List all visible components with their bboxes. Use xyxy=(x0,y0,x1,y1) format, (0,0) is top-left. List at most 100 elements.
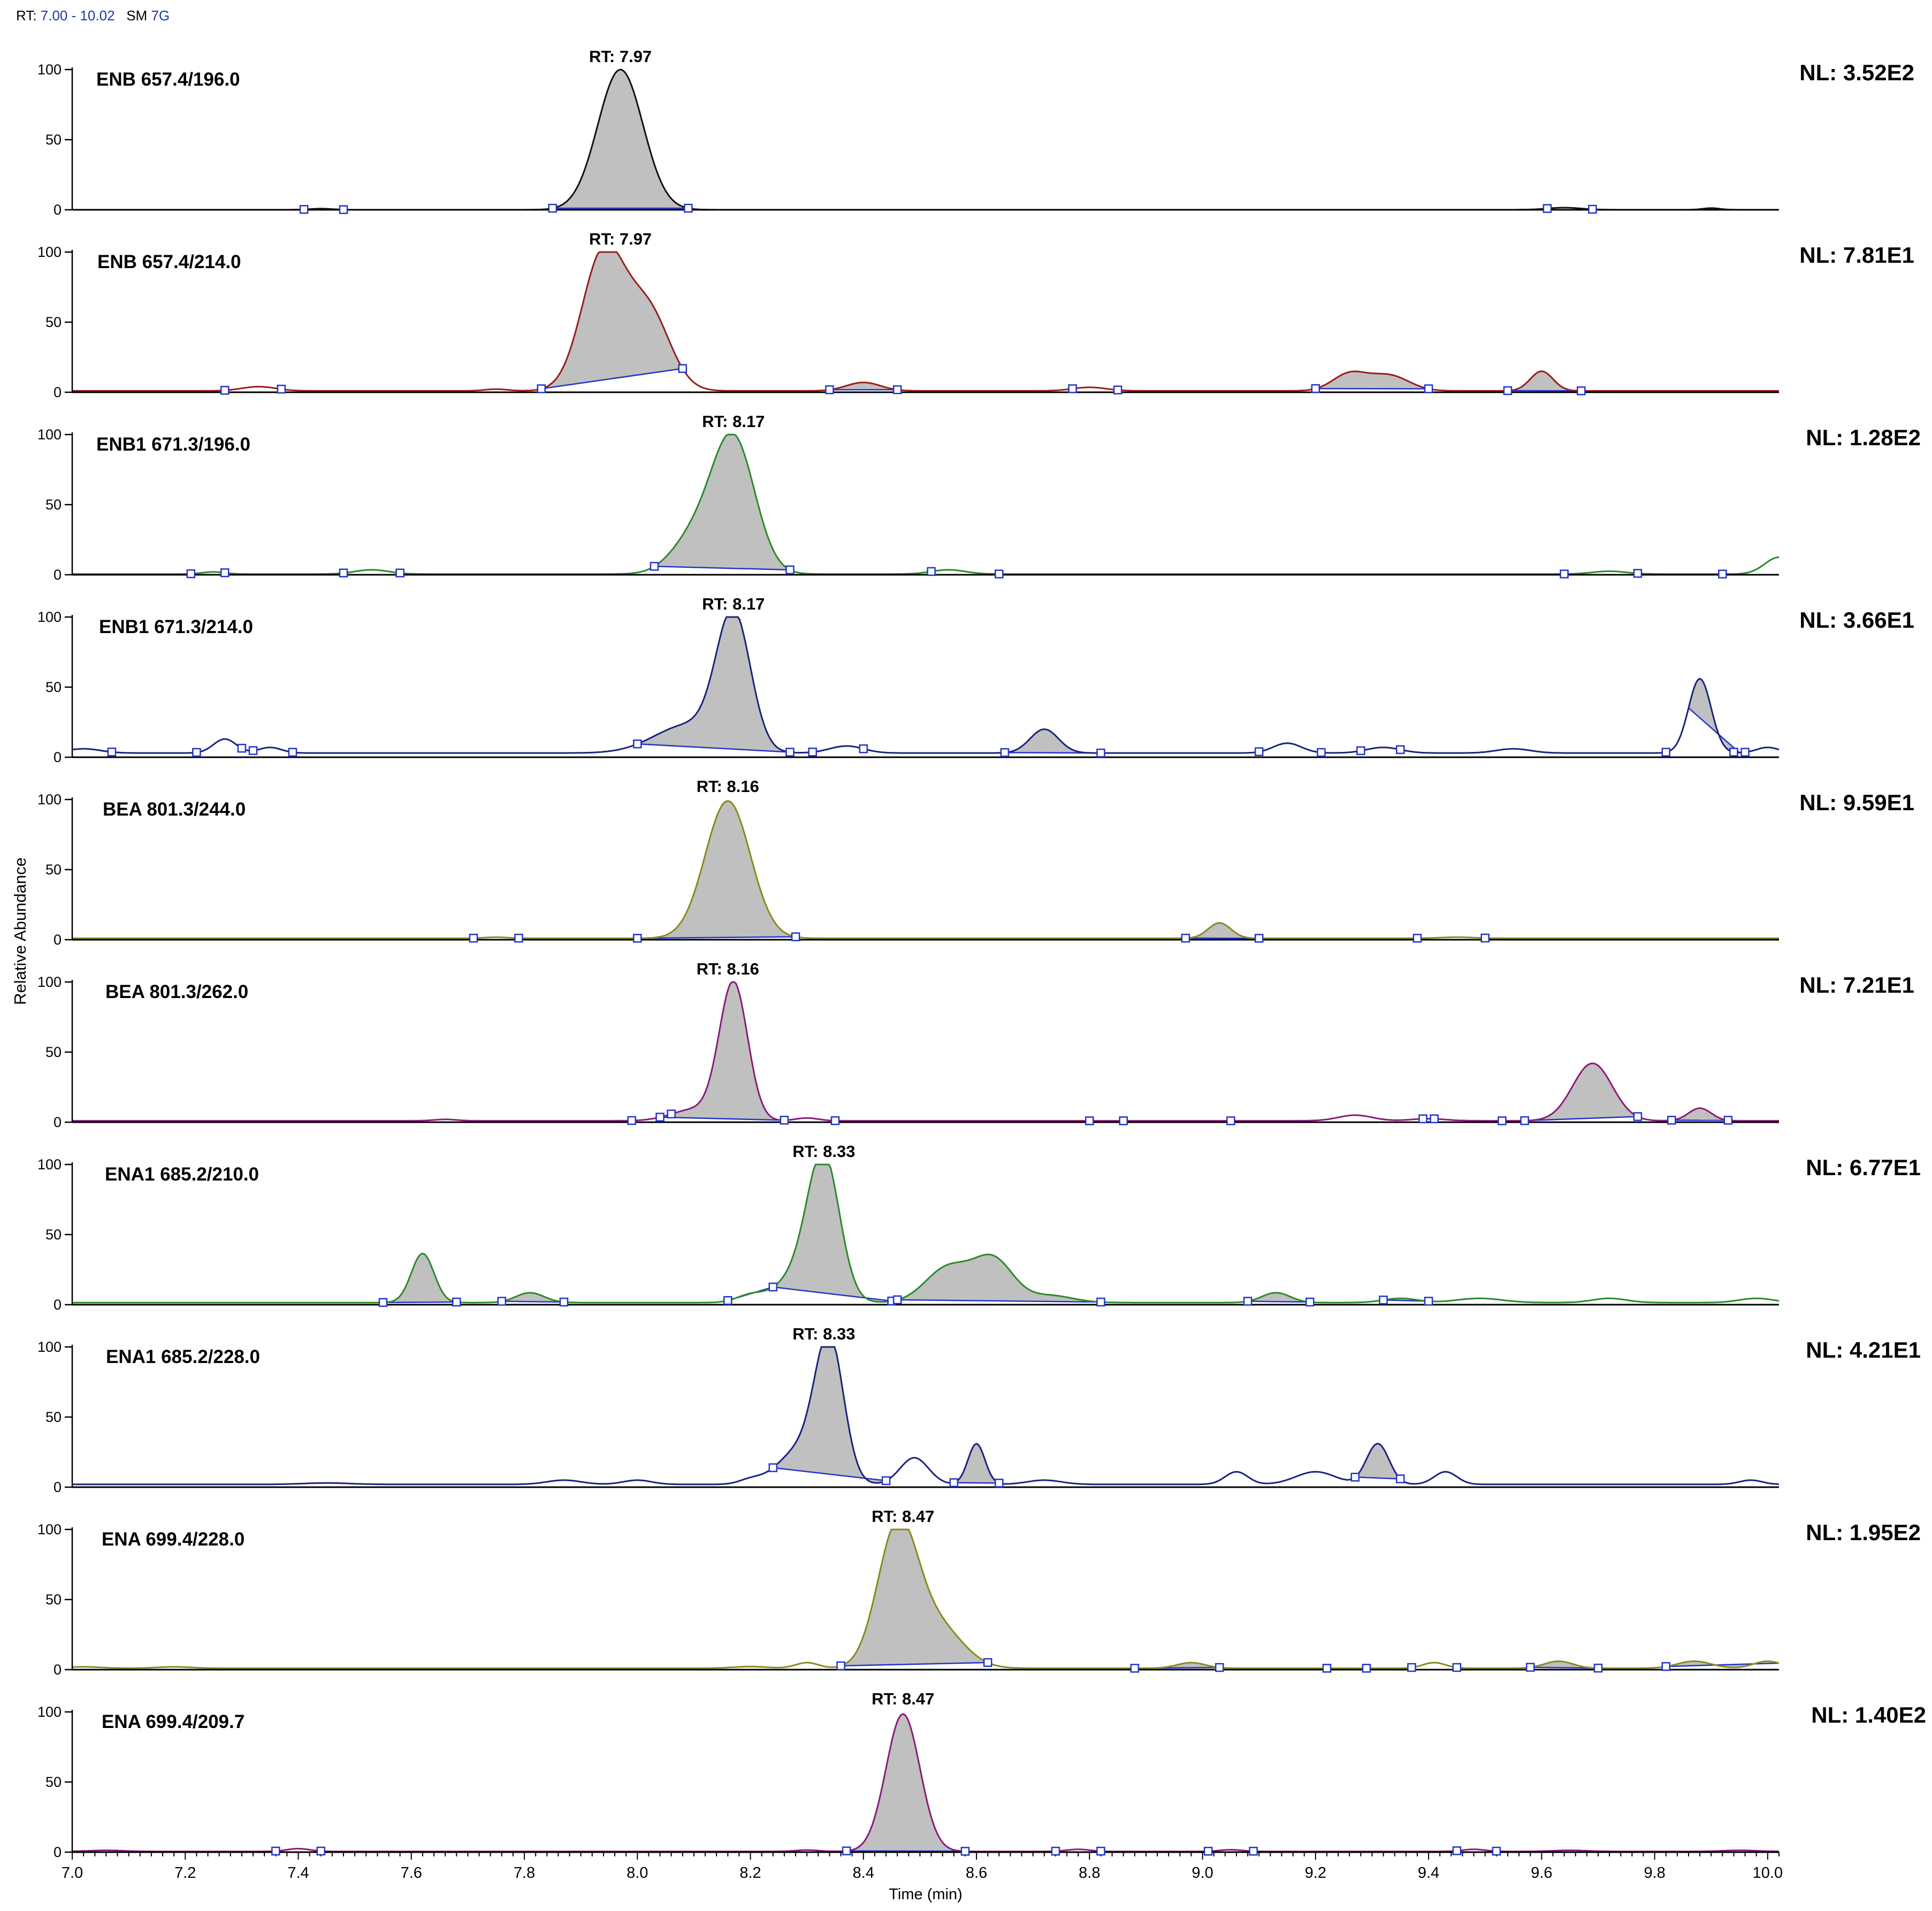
integration-marker xyxy=(1317,748,1326,757)
series-name: ENA1 685.2/210.0 xyxy=(105,1164,259,1185)
integration-marker xyxy=(288,748,297,757)
y-tick-label: 50 xyxy=(45,862,62,878)
integration-marker xyxy=(1226,1116,1235,1125)
integration-marker xyxy=(395,568,404,577)
y-tick-label: 0 xyxy=(54,384,62,400)
integration-marker xyxy=(1119,1116,1128,1125)
integration-marker xyxy=(1452,1663,1462,1672)
integration-marker xyxy=(1305,1297,1315,1307)
series-name: ENA 699.4/228.0 xyxy=(102,1529,245,1550)
integration-marker xyxy=(277,384,286,394)
integration-marker xyxy=(1350,1473,1360,1482)
integration-marker xyxy=(1051,1846,1060,1856)
integration-marker xyxy=(785,565,795,575)
panel-5: 0 50 100 BEA 801.3/244.0 RT: 8.16 NL: 9.59E1 xyxy=(37,777,1914,948)
y-tick-label: 100 xyxy=(37,244,62,260)
series-trace xyxy=(72,433,1780,575)
integration-marker xyxy=(1254,934,1264,943)
integrated-area xyxy=(897,1254,1101,1302)
series-name: BEA 801.3/262.0 xyxy=(105,981,248,1002)
integration-marker xyxy=(655,1113,665,1122)
y-tick-label: 50 xyxy=(45,1044,62,1060)
y-axis-title: Relative Abundance xyxy=(11,857,29,1005)
integration-marker xyxy=(248,746,258,755)
integrated-area xyxy=(637,617,790,752)
integration-marker xyxy=(678,364,688,373)
integration-marker xyxy=(1723,1116,1733,1125)
integrated-area xyxy=(1524,1063,1638,1121)
panel-10: 0 50 100 ENA 699.4/209.7 RT: 8.47 NL: 1.40E2 xyxy=(37,1689,1926,1860)
integration-marker xyxy=(192,748,201,757)
rt-label: RT: 8.16 xyxy=(697,777,759,796)
integration-baseline xyxy=(660,1116,784,1121)
integration-marker xyxy=(1633,569,1643,578)
series-name: ENA 699.4/209.7 xyxy=(102,1711,245,1732)
integration-marker xyxy=(1418,1114,1427,1123)
integration-marker xyxy=(1254,747,1264,756)
integration-marker xyxy=(339,568,348,577)
integration-marker xyxy=(1718,569,1727,578)
integration-marker xyxy=(723,1296,732,1305)
y-tick-label: 100 xyxy=(37,1339,62,1355)
integrated-area xyxy=(829,382,898,390)
y-tick-label: 50 xyxy=(45,1409,62,1425)
integration-marker xyxy=(1000,748,1010,757)
integration-baseline xyxy=(773,1286,892,1302)
series-trace xyxy=(72,800,1779,939)
rt-label: RT: 8.33 xyxy=(792,1324,855,1343)
integration-marker xyxy=(1249,1847,1258,1856)
integration-marker xyxy=(1096,748,1105,758)
integration-marker xyxy=(548,203,558,213)
integrated-area xyxy=(846,1714,965,1852)
integration-marker xyxy=(983,1658,992,1667)
y-tick-label: 0 xyxy=(54,1114,62,1130)
integration-marker xyxy=(1577,386,1586,395)
integration-baseline xyxy=(846,1850,965,1852)
x-tick-label: 8.0 xyxy=(627,1864,648,1882)
series-trace xyxy=(72,68,1779,211)
integration-marker xyxy=(1181,933,1190,943)
integration-marker xyxy=(1362,1664,1371,1673)
integration-marker xyxy=(220,568,230,577)
panel-3: 0 50 100 ENB1 671.3/196.0 RT: 8.17 NL: 1.28E2 xyxy=(37,412,1921,583)
integration-marker xyxy=(1130,1664,1140,1673)
integration-marker xyxy=(892,1295,902,1305)
integration-marker xyxy=(1667,1116,1676,1125)
integration-marker xyxy=(684,203,693,213)
x-tick-label: 8.2 xyxy=(739,1864,761,1882)
integration-marker xyxy=(791,932,800,941)
integration-marker xyxy=(1203,1847,1213,1856)
nl-label: NL: 1.95E2 xyxy=(1806,1520,1921,1545)
nl-label: NL: 1.28E2 xyxy=(1806,425,1921,450)
range-header: RT: 7.00 - 10.02 SM 7G xyxy=(16,7,170,24)
integration-marker xyxy=(825,385,834,394)
integration-marker xyxy=(1085,1116,1094,1125)
integration-marker xyxy=(633,739,642,749)
integration-marker xyxy=(1520,1116,1529,1125)
integration-marker xyxy=(995,1479,1004,1488)
rt-label: RT: 8.17 xyxy=(702,412,765,431)
nl-label: NL: 4.21E1 xyxy=(1806,1337,1921,1362)
integration-marker xyxy=(1096,1297,1105,1307)
integration-marker xyxy=(633,934,642,943)
y-tick-label: 100 xyxy=(37,427,62,443)
integration-marker xyxy=(1588,204,1597,214)
y-tick-label: 0 xyxy=(54,202,62,218)
rt-label: RT: xyxy=(16,7,37,24)
integrated-area xyxy=(841,1529,988,1666)
integration-marker xyxy=(1740,748,1750,757)
integration-marker xyxy=(650,561,659,571)
series-trace xyxy=(72,251,1779,392)
y-tick-label: 100 xyxy=(37,791,62,808)
integration-marker xyxy=(1243,1297,1253,1306)
integration-marker xyxy=(830,1116,840,1125)
integration-marker xyxy=(1498,1116,1507,1125)
integration-marker xyxy=(299,205,309,214)
x-tick-label: 7.6 xyxy=(401,1864,422,1882)
integration-marker xyxy=(1424,1297,1433,1306)
integration-marker xyxy=(960,1847,970,1856)
integration-marker xyxy=(836,1661,845,1671)
integrated-area xyxy=(1315,371,1429,389)
integration-marker xyxy=(1424,384,1433,393)
integrated-area xyxy=(1666,1661,1779,1668)
